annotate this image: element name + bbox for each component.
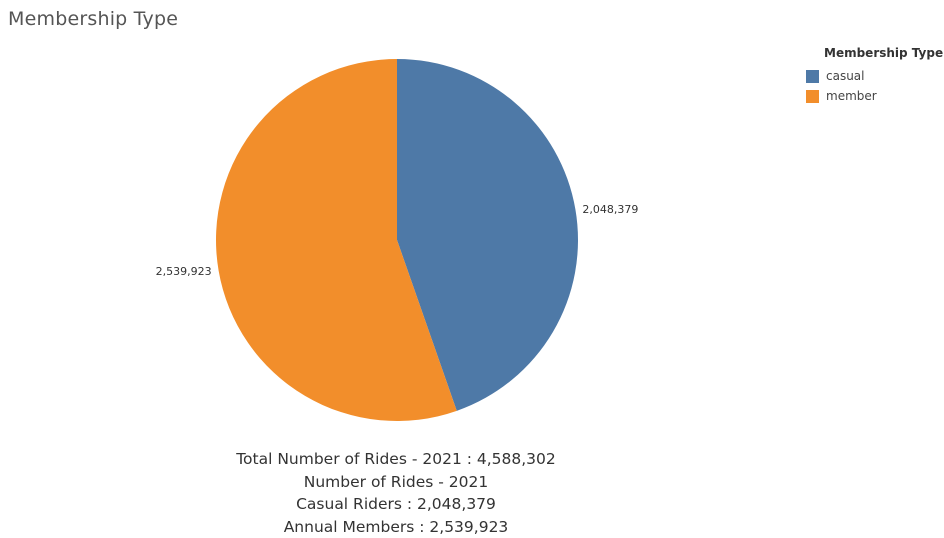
summary-text: Total Number of Rides - 2021 : 4,588,302… — [196, 448, 596, 538]
pie-label-casual: 2,048,379 — [582, 203, 638, 216]
pie-label-member: 2,539,923 — [156, 265, 212, 278]
legend-item-member[interactable]: member — [806, 86, 943, 106]
summary-total-rides: Total Number of Rides - 2021 : 4,588,302 — [236, 450, 556, 468]
summary-number-of-rides: Number of Rides - 2021 — [303, 472, 489, 491]
legend-title: Membership Type — [824, 46, 944, 60]
pie-slice-member[interactable] — [216, 59, 457, 421]
legend: Membership Type casual member — [806, 46, 943, 106]
legend-label-casual: casual — [826, 69, 865, 83]
chart-title: Membership Type — [8, 8, 179, 30]
summary-annual-members: Annual Members : 2,539,923 — [283, 517, 509, 536]
legend-label-member: member — [826, 89, 877, 103]
legend-item-casual[interactable]: casual — [806, 66, 943, 86]
legend-swatch-casual — [806, 69, 819, 83]
summary-casual-riders: Casual Riders : 2,048,379 — [296, 495, 496, 513]
legend-swatch-member — [806, 89, 819, 103]
pie-slice-casual[interactable] — [397, 59, 579, 411]
